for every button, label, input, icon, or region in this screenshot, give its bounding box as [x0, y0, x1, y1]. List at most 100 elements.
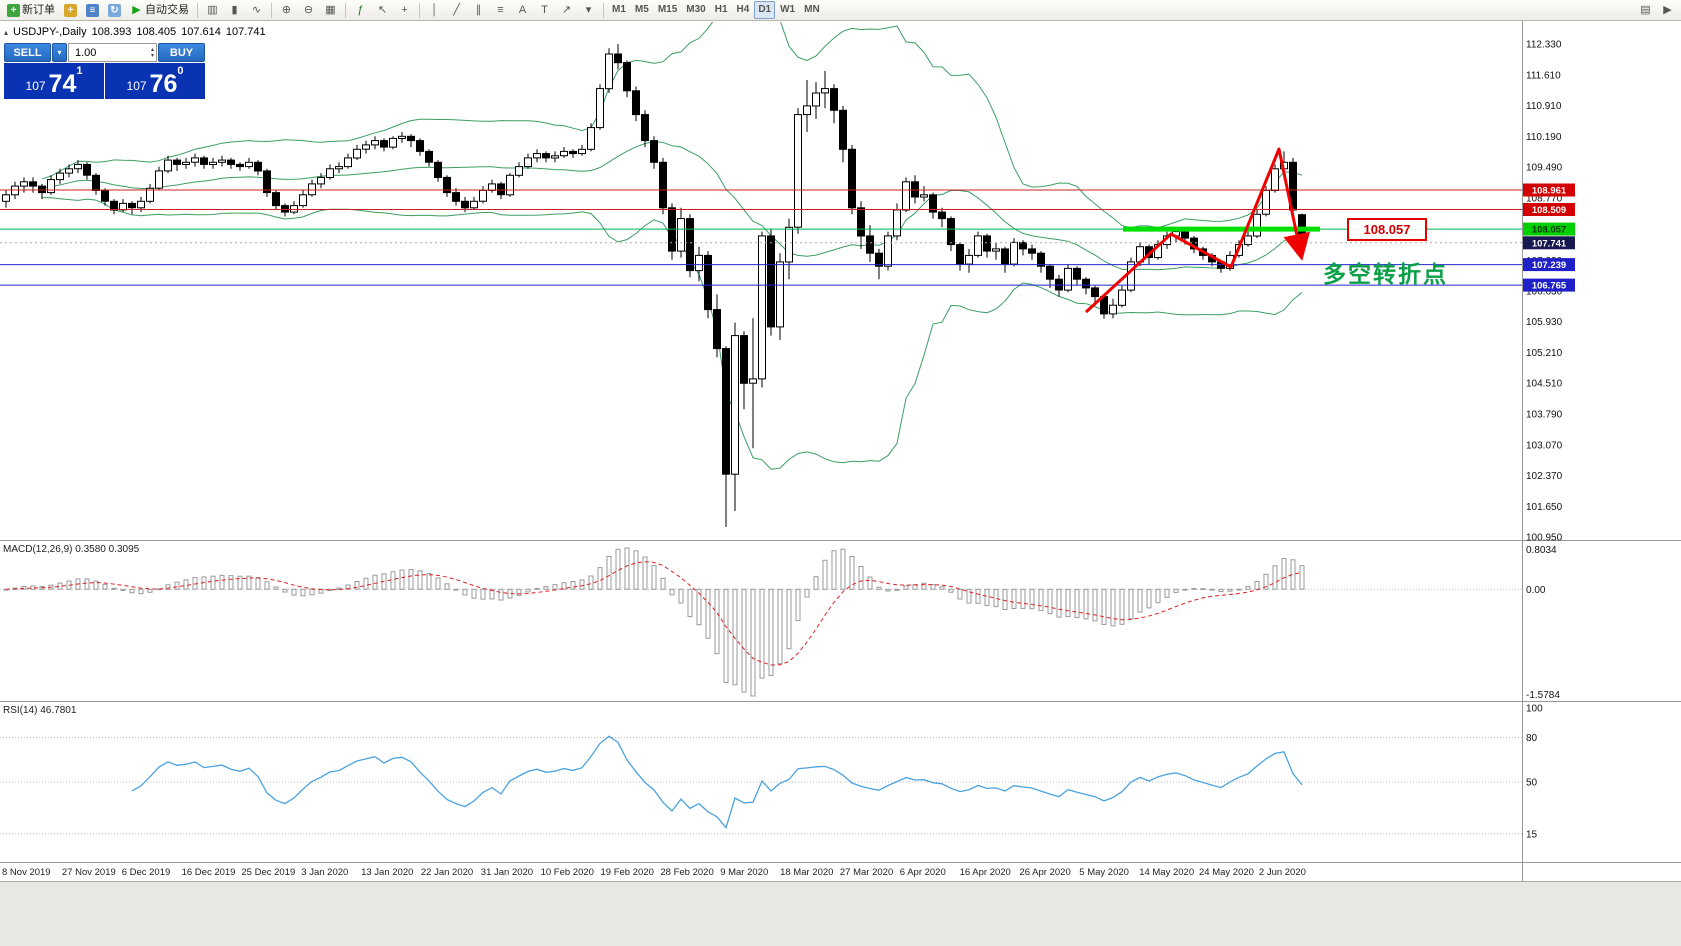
svg-text:103.790: 103.790	[1526, 409, 1563, 420]
trendline-button[interactable]: ╱	[446, 1, 467, 19]
autotrading-button[interactable]: ▶ 自动交易	[126, 1, 193, 19]
volume-spinner[interactable]: ▴ ▾	[151, 47, 154, 59]
refresh-button[interactable]: ↻	[104, 1, 125, 19]
timeframe-m30-button[interactable]: M30	[682, 1, 709, 19]
buy-button[interactable]: BUY	[158, 43, 205, 62]
timeframe-h1-button[interactable]: H1	[711, 1, 732, 19]
line-chart-button[interactable]: ∿	[246, 1, 267, 19]
candlestick-chart-icon: ▮	[231, 3, 238, 16]
timeframe-d1-button[interactable]: D1	[754, 1, 776, 19]
price-tag	[1523, 222, 1575, 236]
svg-text:25 Dec 2019: 25 Dec 2019	[241, 867, 295, 878]
svg-text:108.961: 108.961	[1532, 186, 1567, 197]
trend-arrow[interactable]	[1084, 147, 1310, 314]
svg-text:22 Jan 2020: 22 Jan 2020	[421, 867, 473, 878]
text-button[interactable]: A	[512, 1, 533, 19]
candle	[1010, 241, 1018, 265]
spinner-down-icon[interactable]: ▾	[150, 52, 154, 59]
bar-chart-button[interactable]: ▥	[202, 1, 223, 19]
spinner-up-icon[interactable]: ▴	[150, 46, 154, 53]
candle	[938, 211, 946, 220]
sell-price-button[interactable]: 107 74 1	[4, 63, 104, 99]
candle	[1073, 267, 1081, 280]
new-chart-button[interactable]: +	[60, 1, 81, 19]
candle	[227, 159, 235, 165]
timeframe-h1-button-label: H1	[714, 4, 728, 15]
toolbar-separator	[419, 2, 420, 18]
volume-dropdown-button[interactable]: ▾	[52, 43, 67, 62]
svg-text:107.741: 107.741	[1532, 238, 1567, 249]
turning-point-annotation[interactable]: 多空转折点	[1323, 261, 1448, 287]
svg-text:2 Jun 2020: 2 Jun 2020	[1259, 867, 1306, 878]
arrows-button[interactable]: ↗	[556, 1, 577, 19]
candle	[218, 159, 226, 163]
indicators-button[interactable]: ƒ	[350, 1, 371, 19]
candle	[785, 226, 793, 263]
candle	[200, 157, 208, 165]
svg-text:100.950: 100.950	[1526, 533, 1563, 544]
time-scale[interactable]: 8 Nov 2019 27 Nov 2019 6 Dec 2019 16 Dec 20…	[2, 867, 1306, 878]
crosshair-button[interactable]: +	[394, 1, 415, 19]
candle	[56, 172, 64, 181]
macd-axis-label: 0.8034	[1526, 545, 1557, 556]
candle	[263, 170, 271, 194]
timeframe-mn-button-label: MN	[804, 4, 820, 15]
autotrading-button-label: 自动交易	[145, 4, 189, 16]
objects-dropdown-button[interactable]: ▾	[578, 1, 599, 19]
candle	[470, 200, 478, 209]
symbol-period-label: USDJPY-,Daily	[13, 26, 87, 38]
timeframe-h4-button[interactable]: H4	[733, 1, 754, 19]
fibonacci-button[interactable]: ≡	[490, 1, 511, 19]
candle	[812, 92, 820, 107]
channel-button[interactable]: ∥	[468, 1, 489, 19]
sell-button[interactable]: SELL	[4, 43, 51, 62]
svg-text:24 May 2020: 24 May 2020	[1199, 867, 1254, 878]
new-order-button[interactable]: + 新订单	[3, 1, 59, 19]
tile-windows-button[interactable]: ▦	[320, 1, 341, 19]
horizontal-lines[interactable]	[0, 189, 1522, 286]
timeframe-m1-button[interactable]: M1	[608, 1, 630, 19]
profiles-icon: ≡	[86, 3, 99, 17]
candlestick-chart-button[interactable]: ▮	[224, 1, 245, 19]
volume-field[interactable]: 1.00 ▴ ▾	[68, 43, 157, 62]
profiles-button[interactable]: ≡	[82, 1, 103, 19]
candle	[29, 181, 37, 187]
candle	[20, 181, 28, 187]
timeframe-d1-button-label: D1	[758, 4, 772, 15]
price-scale[interactable]: 112.330 111.610 110.910 110.190 109.490 108.7…	[1526, 40, 1563, 544]
candle	[767, 235, 775, 328]
candle	[119, 202, 127, 211]
quick-pointer-button[interactable]: ▶	[1657, 1, 1678, 19]
price-annotation-box[interactable]: 108.057	[1347, 218, 1427, 241]
toolbar: + 新订单 + ≡ ↻ ▶ 自动交易 ▥ ▮ ∿ ⊕ ⊖ ▦ ƒ ↖ + │ ╱ ∥ ≡ A T ↗ ▾ M1 M5 M15 M30 H…	[0, 0, 1681, 21]
candle	[686, 218, 694, 272]
candle	[731, 335, 739, 475]
line-chart-icon: ∿	[251, 3, 262, 16]
svg-text:6 Apr 2020: 6 Apr 2020	[900, 867, 946, 878]
candle	[965, 254, 973, 265]
timeframe-w1-button[interactable]: W1	[776, 1, 799, 19]
timeframe-mn-button[interactable]: MN	[800, 1, 824, 19]
cursor-button[interactable]: ↖	[372, 1, 393, 19]
svg-text:108.509: 108.509	[1532, 205, 1566, 216]
news-panel-button[interactable]: ▤	[1635, 1, 1656, 19]
buy-price-button[interactable]: 107 76 0	[105, 63, 205, 99]
candle	[587, 127, 595, 150]
candle	[101, 189, 109, 202]
price-tag	[1523, 183, 1575, 197]
svg-text:27 Nov 2019: 27 Nov 2019	[62, 867, 116, 878]
zoom-out-button[interactable]: ⊖	[298, 1, 319, 19]
zoom-in-button[interactable]: ⊕	[276, 1, 297, 19]
timeframe-m5-button[interactable]: M5	[631, 1, 653, 19]
crosshair-icon: +	[401, 3, 408, 16]
close-value: 107.741	[225, 26, 266, 38]
vertical-line-button[interactable]: │	[424, 1, 445, 19]
label-button[interactable]: T	[534, 1, 555, 19]
svg-text:14 May 2020: 14 May 2020	[1139, 867, 1194, 878]
timeframe-m15-button[interactable]: M15	[654, 1, 681, 19]
new-order-button-label: 新订单	[22, 4, 55, 16]
buy-price-base: 107	[126, 79, 147, 93]
candle	[47, 179, 55, 194]
candle	[506, 174, 514, 196]
